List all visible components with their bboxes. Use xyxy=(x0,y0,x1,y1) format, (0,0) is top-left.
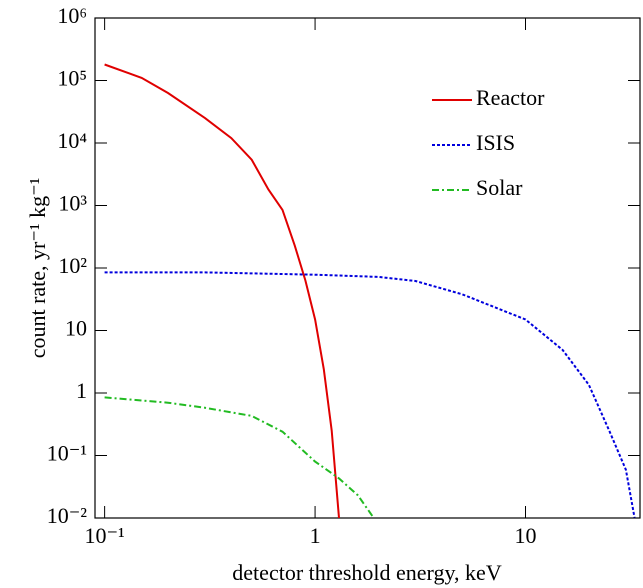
x-axis-label: detector threshold energy, keV xyxy=(232,560,502,585)
x-tick-label: 1 xyxy=(310,523,321,548)
legend-label: ISIS xyxy=(476,130,515,155)
y-tick-label: 10² xyxy=(58,253,87,278)
y-tick-label: 10⁴ xyxy=(57,128,87,153)
y-tick-label: 10⁶ xyxy=(57,3,87,28)
y-tick-label: 10⁻² xyxy=(47,503,88,528)
x-tick-label: 10 xyxy=(515,523,537,548)
line xyxy=(104,63,340,518)
line xyxy=(104,271,636,518)
y-tick-label: 10 xyxy=(65,316,87,341)
y-tick-label: 10⁵ xyxy=(57,66,87,91)
plot-lines xyxy=(104,63,636,518)
line xyxy=(104,396,375,518)
legend-label: Reactor xyxy=(476,85,545,110)
y-tick-label: 1 xyxy=(76,378,87,403)
y-tick-label: 10³ xyxy=(58,191,87,216)
y-tick-label: 10⁻¹ xyxy=(47,441,87,466)
x-tick-label: 10⁻¹ xyxy=(85,523,125,548)
plot-frame xyxy=(94,17,641,519)
legend-label: Solar xyxy=(476,175,523,200)
y-axis-label: count rate, yr⁻¹ kg⁻¹ xyxy=(25,178,50,359)
